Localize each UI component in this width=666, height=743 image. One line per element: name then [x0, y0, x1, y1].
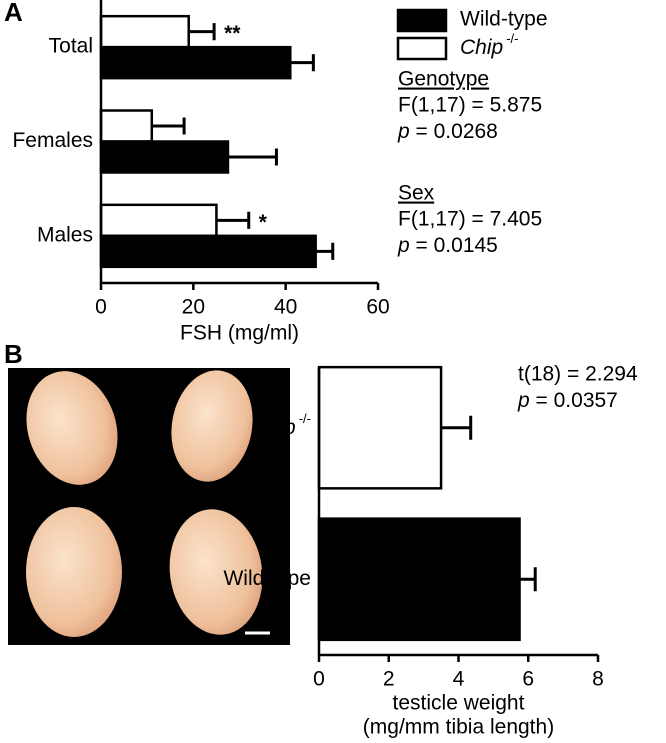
x-tick-label: 4: [453, 668, 465, 691]
category-label: Total: [49, 35, 93, 58]
x-tick-label: 40: [274, 296, 297, 319]
error-bar: [519, 567, 537, 592]
stats-line: p = 0.0357: [517, 389, 618, 412]
stats-line: p = 0.0268: [397, 120, 498, 143]
bar: [99, 140, 230, 174]
legend-swatch: [396, 8, 448, 33]
significance-label: **: [224, 22, 241, 45]
category-label: Females: [12, 129, 93, 152]
x-tick-label: 8: [592, 668, 604, 691]
bar: [317, 517, 521, 642]
stats-line: t(18) = 2.294: [518, 363, 638, 386]
error-bar: [188, 23, 216, 41]
stats-line: F(1,17) = 7.405: [398, 208, 542, 231]
bar: [99, 109, 154, 143]
bar: [99, 203, 218, 238]
x-tick-label: 20: [182, 296, 205, 319]
category-label: Males: [37, 223, 93, 246]
legend-swatch: [396, 36, 448, 61]
x-axis-label: (mg/mm tibia length): [363, 716, 554, 739]
panel-label: B: [4, 339, 23, 369]
stats-title: Sex: [398, 182, 435, 205]
error-bar: [441, 415, 473, 440]
bar: [317, 365, 443, 490]
bar: [99, 234, 317, 269]
x-axis-label: FSH (mg/ml): [180, 322, 299, 345]
x-tick-label: 0: [313, 668, 325, 691]
error-bar: [290, 54, 315, 72]
bar: [99, 45, 292, 80]
x-axis-label: testicle weight: [393, 692, 525, 715]
stats-line: p = 0.0145: [397, 234, 498, 257]
panel-label: A: [4, 0, 23, 27]
error-bar: [227, 148, 278, 166]
error-bar: [315, 242, 335, 260]
bar: [99, 14, 190, 49]
category-label: Chip -/-: [253, 411, 311, 438]
x-tick-label: 2: [383, 668, 395, 691]
x-tick-label: 6: [522, 668, 534, 691]
x-tick-label: 0: [95, 296, 107, 319]
category-label: Wild-type: [223, 567, 311, 590]
legend-label: Chip -/-: [460, 31, 518, 58]
stats-title: Genotype: [398, 68, 489, 91]
legend-label: Wild-type: [460, 8, 548, 31]
testis-photo: [8, 368, 290, 645]
error-bar: [216, 211, 251, 229]
x-tick-label: 60: [366, 296, 389, 319]
stats-line: F(1,17) = 5.875: [398, 94, 542, 117]
error-bar: [151, 117, 186, 135]
significance-label: *: [259, 211, 268, 234]
